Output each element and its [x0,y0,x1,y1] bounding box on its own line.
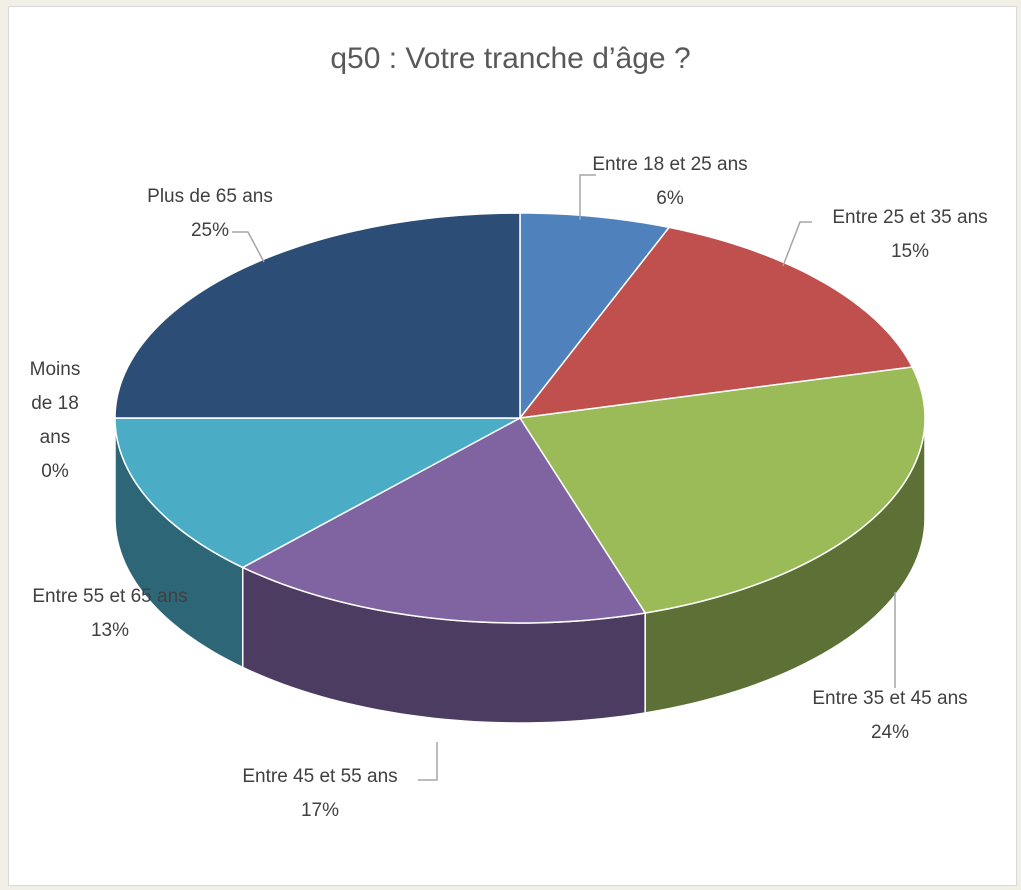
data-label: Entre 45 et 55 ans 17% [242,760,397,828]
pie-slice [519,212,671,421]
data-label: Entre 55 et 65 ans 13% [32,580,187,648]
data-label-category: Entre 45 et 55 ans [242,766,398,787]
data-label-category: Entre 55 et 65 ans [32,586,188,607]
data-label-category: Entre 25 et 35 ans [832,207,988,228]
pie-slice [518,226,914,419]
data-label-category: Plus de 65 ans [147,186,273,207]
data-label: Moins de 18 ans 0% [23,353,87,489]
leader-line [232,231,265,263]
data-label-value: 25% [190,220,230,241]
chart-title: q50 : Votre tranche d’âge ? [330,42,691,75]
data-label-category: Moins de 18 ans [29,359,81,448]
pie-sides [114,417,926,724]
data-label: Entre 35 et 45 ans 24% [812,682,967,750]
data-label: Entre 25 et 35 ans 15% [832,201,987,269]
data-label-category: Entre 18 et 25 ans [592,154,748,175]
leader-line [782,221,812,267]
pie-slice [241,417,647,624]
data-label-value: 15% [890,241,930,262]
pie-slice [518,366,926,614]
data-label: Entre 18 et 25 ans 6% [592,148,747,216]
pie-slice [114,417,521,569]
pie-tops [114,212,926,624]
data-label-value: 6% [656,188,684,209]
data-label-category: Entre 35 et 45 ans [812,688,968,709]
data-label-value: 13% [90,620,130,641]
data-label-value: 0% [41,461,69,482]
data-label-value: 24% [870,722,910,743]
leader-line [579,174,596,220]
pie-slice [114,212,521,419]
leader-line [418,742,438,781]
data-label: Plus de 65 ans 25% [147,180,273,248]
data-label-value: 17% [300,800,340,821]
